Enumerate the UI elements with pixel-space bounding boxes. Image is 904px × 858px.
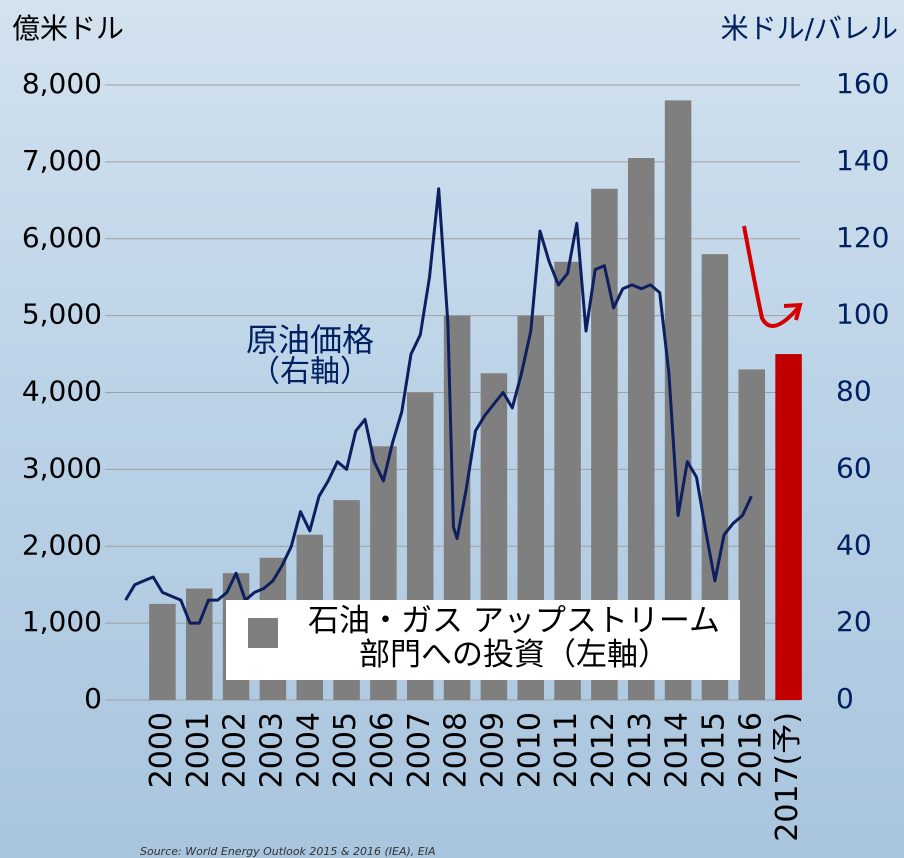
bar xyxy=(738,369,766,700)
x-tick-label: 2010 xyxy=(512,712,547,788)
x-tick-label: 2017(予) xyxy=(770,712,805,842)
y2-tick-label: 160 xyxy=(836,67,889,100)
y2-tick-label: 0 xyxy=(836,682,854,715)
y-tick-label: 1,000 xyxy=(22,605,102,638)
y2-tick-label: 140 xyxy=(836,144,889,177)
arrow-head xyxy=(783,302,803,321)
y-axis-label: 億米ドル xyxy=(12,12,124,45)
y2-tick-label: 40 xyxy=(836,528,872,561)
x-tick-label: 2003 xyxy=(254,712,289,788)
source: Source: World Energy Outlook 2015 & 2016… xyxy=(140,845,436,858)
y-tick-label: 4,000 xyxy=(22,375,102,408)
annotation: 原油価格 xyxy=(246,321,374,359)
bar xyxy=(149,603,176,700)
y2-tick-label: 100 xyxy=(836,298,889,331)
x-tick-label: 2009 xyxy=(475,712,510,788)
x-tick-label: 2001 xyxy=(181,712,216,788)
x-tick-label: 2005 xyxy=(328,712,363,788)
x-tick-label: 2011 xyxy=(549,712,584,788)
price-line xyxy=(124,187,753,625)
legend-swatch xyxy=(248,618,278,648)
bar xyxy=(775,354,802,700)
y-tick-label: 7,000 xyxy=(22,144,102,177)
x-tick-label: 2014 xyxy=(660,712,695,788)
y-tick-label: 5,000 xyxy=(22,298,102,331)
y2-tick-label: 60 xyxy=(836,451,872,484)
y2-tick-label: 20 xyxy=(836,605,872,638)
arrow xyxy=(742,225,800,328)
x-tick-label: 2004 xyxy=(291,712,326,788)
x-tick-label: 2008 xyxy=(439,712,474,788)
x-tick-label: 2006 xyxy=(365,712,400,788)
y-tick-label: 2,000 xyxy=(22,528,102,561)
y-tick-label: 3,000 xyxy=(22,451,102,484)
y-tick-label: 8,000 xyxy=(22,67,102,100)
x-tick-label: 2013 xyxy=(623,712,658,788)
x-tick-label: 2015 xyxy=(696,712,731,788)
y2-tick-label: 120 xyxy=(836,221,889,254)
y-tick-label: 6,000 xyxy=(22,221,102,254)
x-tick-label: 2012 xyxy=(586,712,621,788)
legend: 石油・ガス アップストリーム部門への投資（左軸） xyxy=(226,600,740,680)
y-tick-label: 0 xyxy=(84,682,102,715)
x-tick-label: 2016 xyxy=(733,712,768,788)
x-tick-label: 2000 xyxy=(144,712,179,788)
x-tick-label: 2002 xyxy=(218,712,253,788)
y2-axis-label: 米ドル/バレル xyxy=(721,12,898,45)
x-tick-label: 2007 xyxy=(402,712,437,788)
bar xyxy=(185,588,213,700)
annotation: （右軸） xyxy=(250,355,370,390)
legend-label: 石油・ガス アップストリーム部門への投資（左軸） xyxy=(308,603,720,673)
y2-tick-label: 80 xyxy=(836,375,872,408)
